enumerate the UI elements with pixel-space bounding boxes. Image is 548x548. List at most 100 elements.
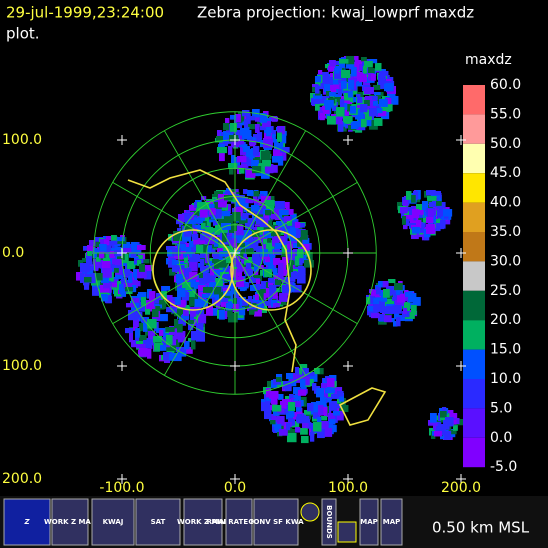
- echo: [184, 347, 193, 354]
- echo: [230, 115, 237, 120]
- echo: [204, 273, 210, 283]
- echo: [361, 57, 367, 62]
- echo: [83, 246, 89, 251]
- toolbar-button[interactable]: [3, 498, 51, 546]
- toolbar-button[interactable]: [321, 498, 337, 546]
- echo: [240, 287, 246, 292]
- color-swatch: [463, 349, 485, 379]
- echo: [127, 261, 135, 270]
- colorbar-label: 60.0: [490, 77, 521, 93]
- echo: [209, 204, 215, 211]
- echo: [101, 294, 108, 302]
- echo: [212, 194, 218, 200]
- echo: [433, 422, 438, 430]
- echo: [434, 431, 442, 437]
- echo: [341, 70, 351, 79]
- echo: [331, 394, 340, 399]
- echo: [379, 83, 386, 89]
- echo: [318, 405, 324, 415]
- toolbar-button[interactable]: [91, 498, 135, 546]
- echo: [244, 199, 254, 204]
- toolbar-button[interactable]: [225, 498, 253, 546]
- echo: [223, 123, 230, 131]
- spoke: [112, 252, 236, 325]
- echo: [182, 232, 192, 242]
- grid-button[interactable]: [337, 521, 357, 543]
- echo: [396, 317, 401, 327]
- echo: [371, 290, 380, 297]
- echo: [240, 264, 247, 269]
- echo: [247, 124, 255, 130]
- toolbar-button[interactable]: [135, 498, 181, 546]
- colorbar-label: 5.0: [490, 400, 512, 416]
- echo: [99, 249, 105, 259]
- echo: [260, 191, 268, 199]
- echo: [281, 216, 286, 224]
- toolbar-button[interactable]: [359, 498, 379, 546]
- toolbar-button[interactable]: [183, 498, 223, 546]
- echo: [158, 314, 168, 322]
- toolbar-button[interactable]: [51, 498, 89, 546]
- echo: [242, 110, 250, 117]
- echo: [199, 273, 206, 279]
- echo: [205, 227, 214, 234]
- echo: [317, 368, 324, 375]
- echo: [172, 265, 181, 272]
- echo: [184, 292, 190, 301]
- echo: [213, 252, 218, 259]
- echo: [333, 83, 341, 89]
- echo: [304, 260, 314, 268]
- echo: [371, 74, 376, 81]
- toolbar-button[interactable]: [253, 498, 299, 546]
- echo: [198, 285, 206, 292]
- echo: [388, 279, 396, 284]
- echo: [280, 230, 285, 236]
- echo: [239, 135, 245, 145]
- echo: [334, 407, 343, 413]
- echo: [442, 407, 447, 415]
- echo: [426, 190, 436, 196]
- echo: [203, 287, 213, 293]
- echo: [372, 96, 378, 102]
- echo: [318, 107, 327, 117]
- echo: [184, 231, 192, 237]
- echo: [139, 264, 145, 272]
- echo: [208, 245, 216, 253]
- echo: [337, 398, 346, 406]
- echo: [226, 303, 232, 311]
- echo: [137, 245, 146, 251]
- echo: [236, 277, 245, 287]
- echo: [232, 198, 240, 203]
- echo: [226, 257, 234, 264]
- echo: [398, 315, 407, 321]
- echo: [268, 263, 275, 270]
- echo: [194, 202, 199, 208]
- echo: [245, 270, 254, 277]
- echo: [131, 252, 137, 257]
- echo: [247, 190, 254, 197]
- y-tick-label: 100.0: [2, 358, 42, 374]
- x-tick-label: -100.0: [99, 480, 144, 496]
- echo: [351, 123, 359, 130]
- echo: [247, 218, 255, 226]
- echo: [322, 106, 327, 111]
- echo: [133, 319, 139, 327]
- echo: [93, 242, 101, 248]
- echo: [229, 223, 238, 233]
- echo: [347, 104, 352, 112]
- echo: [279, 126, 285, 135]
- echo: [379, 92, 384, 97]
- echo: [125, 328, 134, 334]
- echo: [217, 147, 227, 154]
- echo: [266, 401, 271, 407]
- toolbar-button[interactable]: [380, 498, 403, 546]
- echo: [413, 297, 421, 306]
- spoke: [112, 181, 236, 254]
- echo: [237, 156, 247, 163]
- echo: [188, 324, 194, 331]
- echo: [312, 417, 319, 422]
- color-swatch: [463, 320, 485, 350]
- echo: [329, 60, 336, 67]
- globe-button[interactable]: [300, 502, 320, 522]
- echo: [365, 71, 371, 81]
